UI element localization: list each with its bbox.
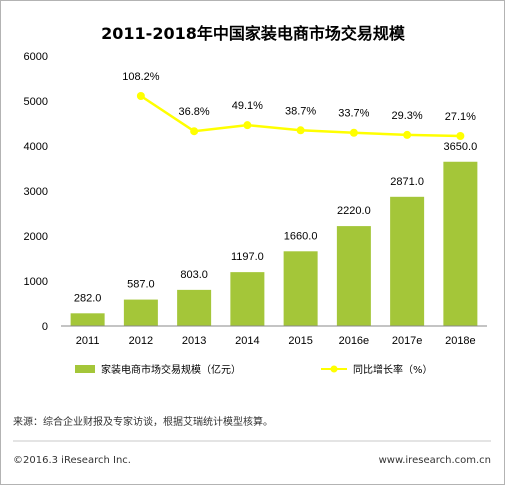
chart-title: 2011-2018年中国家装电商市场交易规模 <box>101 24 406 43</box>
line-point <box>136 92 145 100</box>
line-value-label: 108.2% <box>122 71 160 83</box>
bar <box>443 161 478 326</box>
website-text: www.iresearch.com.cn <box>379 455 491 466</box>
line-value-label: 27.1% <box>445 111 476 123</box>
y-tick-label: 0 <box>42 321 48 333</box>
bar-value-label: 1197.0 <box>231 251 264 263</box>
x-tick-label: 2014 <box>235 335 259 347</box>
y-tick-label: 1000 <box>24 276 48 288</box>
bar-value-label: 803.0 <box>180 269 208 281</box>
bar-value-label: 2871.0 <box>390 176 424 188</box>
line-point <box>403 130 412 139</box>
bar-series: 282.0 587.0 803.0 1197.0 1660.0 2220.0 2871.0 3… <box>70 141 478 326</box>
x-tick-label: 2018e <box>445 335 476 347</box>
line-value-label: 33.7% <box>338 108 369 120</box>
legend: 家装电商市场交易规模（亿元） 同比增长率（%） <box>75 363 433 376</box>
line-value-label: 29.3% <box>392 110 423 122</box>
line-point <box>296 126 305 135</box>
bar <box>123 299 158 326</box>
x-tick-label: 2015 <box>288 335 312 347</box>
y-tick-label: 3000 <box>24 186 48 198</box>
y-tick-label: 4000 <box>24 141 48 153</box>
bar-value-label: 587.0 <box>127 279 155 291</box>
y-tick-label: 6000 <box>24 51 48 63</box>
growth-line-series: 108.2% 36.8% 49.1% 38.7% 33.7% 29.3% 27.1% <box>122 71 476 140</box>
bar-value-label: 1660.0 <box>284 230 318 242</box>
line-value-label: 36.8% <box>179 106 210 118</box>
y-tick-label: 5000 <box>24 96 48 108</box>
x-tick-label: 2011 <box>76 335 100 347</box>
bar <box>70 313 105 326</box>
bar <box>230 272 265 326</box>
line-value-label: 49.1% <box>232 100 263 112</box>
x-tick-label: 2012 <box>129 335 153 347</box>
bar <box>283 251 318 326</box>
line-point <box>349 128 358 137</box>
bar-value-label: 3650.0 <box>444 141 478 153</box>
bar-value-label: 282.0 <box>74 292 102 304</box>
line-point <box>456 132 465 140</box>
legend-bar-swatch <box>75 365 95 373</box>
bar <box>390 196 425 326</box>
legend-line-marker <box>330 365 338 373</box>
y-axis-ticks: 0 1000 2000 3000 4000 5000 6000 <box>24 51 48 333</box>
bar <box>336 226 371 326</box>
x-axis-ticks: 2011 2012 2013 2014 2015 2016e 2017e 2018e <box>76 335 476 347</box>
source-note: 来源：综合企业财报及专家访谈，根据艾瑞统计模型核算。 <box>13 415 273 428</box>
x-tick-label: 2013 <box>182 335 206 347</box>
legend-line-label: 同比增长率（%） <box>353 363 433 376</box>
x-tick-label: 2017e <box>392 335 423 347</box>
line-value-label: 38.7% <box>285 105 316 117</box>
bar-value-label: 2220.0 <box>337 205 371 217</box>
x-tick-label: 2016e <box>339 335 370 347</box>
legend-bar-label: 家装电商市场交易规模（亿元） <box>101 363 241 376</box>
y-tick-label: 2000 <box>24 231 48 243</box>
line-point <box>190 127 199 136</box>
line-point <box>243 121 252 130</box>
bar <box>177 289 212 326</box>
copyright-text: ©2016.3 iResearch Inc. <box>13 455 131 466</box>
